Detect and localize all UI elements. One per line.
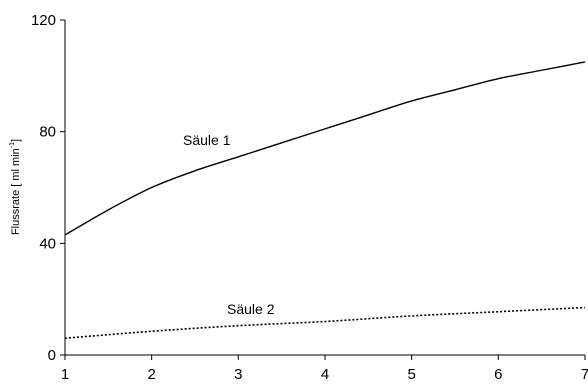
series-layer (64, 61, 586, 340)
series-line-1 (64, 61, 586, 236)
y-axis-title: Flussrate [ ml min-1] (9, 139, 22, 235)
x-tick-label: 2 (147, 366, 155, 383)
series-line-2 (64, 306, 586, 340)
x-tick-label: 4 (321, 366, 329, 383)
y-tick-label: 120 (31, 12, 56, 29)
x-tick-label: 3 (234, 366, 242, 383)
x-tick-label: 5 (407, 366, 415, 383)
y-axis-title-close: ] (10, 139, 22, 142)
x-tick-label: 1 (61, 366, 69, 383)
y-tick-label: 40 (39, 235, 56, 252)
y-tick-label: 0 (48, 347, 56, 364)
y-axis-title-superscript: -1 (9, 142, 16, 148)
y-tick-label: 80 (39, 124, 56, 141)
x-tick-label: 6 (494, 366, 502, 383)
plot-area: 0 40 80 120 1 2 3 4 5 6 7 (31, 12, 588, 383)
y-axis-title-main: Flussrate [ ml min (10, 148, 22, 235)
series-label-saeule-2: Säule 2 (227, 301, 275, 317)
x-tick-label: 7 (581, 366, 588, 383)
y-axis-ticks: 0 40 80 120 (31, 12, 65, 364)
x-axis-ticks: 1 2 3 4 5 6 7 (61, 355, 588, 383)
series-label-saeule-1: Säule 1 (183, 132, 231, 148)
